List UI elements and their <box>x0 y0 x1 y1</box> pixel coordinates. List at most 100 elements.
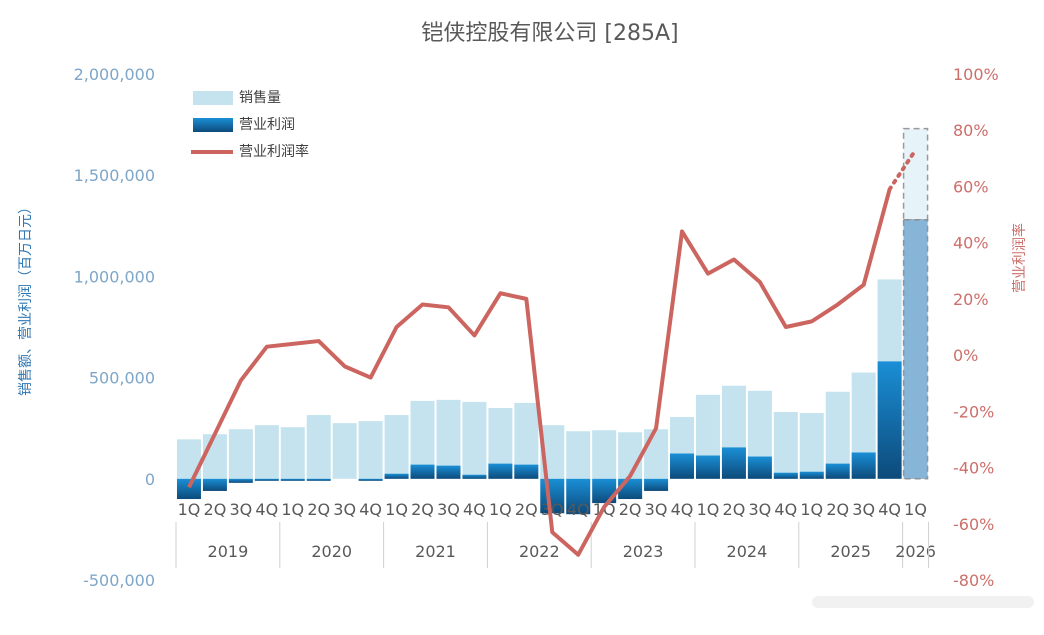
year-tick-label: 2023 <box>623 542 664 561</box>
quarter-tick-label: 4Q <box>671 500 694 519</box>
margin-line-series <box>187 147 918 557</box>
quarter-tick-label: 4Q <box>255 500 278 519</box>
quarter-tick-label: 4Q <box>878 500 901 519</box>
sales-bar <box>306 415 331 479</box>
legend: 销售量 营业利润 营业利润率 <box>191 90 309 160</box>
quarter-tick-label: 2Q <box>307 500 330 519</box>
quarter-tick-label: 4Q <box>567 500 590 519</box>
right-tick-label: 60% <box>953 177 989 196</box>
quarter-tick-label: 4Q <box>463 500 486 519</box>
left-axis: 2,000,000 1,500,000 1,000,000 500,000 0 -500,… <box>74 65 155 590</box>
quarter-tick-label: 3Q <box>333 500 356 519</box>
chart-title: 铠侠控股有限公司 [285A] <box>421 21 678 46</box>
sales-bar <box>462 401 487 479</box>
profit-bar <box>773 472 798 479</box>
margin-line <box>187 188 892 557</box>
right-tick-label: -20% <box>953 402 994 421</box>
profit-bar <box>670 453 695 479</box>
quarter-tick-label: 4Q <box>774 500 797 519</box>
profit-bar <box>566 478 591 515</box>
right-axis-label: 营业利润率 <box>1011 223 1028 293</box>
quarter-tick-label: 2Q <box>619 500 642 519</box>
right-tick-label: 80% <box>953 121 989 140</box>
profit-bar <box>358 478 383 481</box>
profit-bar <box>280 478 305 481</box>
profit-bar <box>176 478 201 500</box>
right-tick-label: 100% <box>953 65 999 84</box>
sales-bar <box>592 430 617 479</box>
sales-bar <box>799 413 824 479</box>
sales-bar <box>384 415 409 479</box>
quarter-tick-label: 1Q <box>385 500 408 519</box>
profit-bar <box>462 474 487 479</box>
year-tick-label: 2021 <box>415 542 456 561</box>
quarter-tick-label: 1Q <box>281 500 304 519</box>
right-tick-label: -80% <box>953 571 994 590</box>
sales-bar <box>358 421 383 479</box>
year-tick-label: 2024 <box>727 542 768 561</box>
quarter-tick-label: 2Q <box>411 500 434 519</box>
margin-forecast-line <box>887 147 918 192</box>
year-tick-label: 2019 <box>208 542 249 561</box>
sales-bar <box>773 412 798 479</box>
quarter-tick-label: 3Q <box>229 500 252 519</box>
profit-bar <box>306 478 331 481</box>
legend-swatch-profit <box>193 118 233 132</box>
year-tick-label: 2026 <box>895 542 936 561</box>
quarter-tick-label: 3Q <box>852 500 875 519</box>
profit-bar <box>254 478 279 481</box>
profit-bar <box>384 473 409 479</box>
right-tick-label: 0% <box>953 346 978 365</box>
quarter-tick-label: 3Q <box>748 500 771 519</box>
profit-bar <box>747 456 772 479</box>
sales-bar <box>566 431 591 479</box>
quarter-tick-label: 1Q <box>697 500 720 519</box>
forecast-sales-bar <box>902 127 929 221</box>
right-tick-label: -40% <box>953 459 994 478</box>
x-axis: 1Q 2Q 3Q 4Q 1Q 2Q 3Q 4Q 1Q 2Q 3Q 4Q 1Q 2Q 3Q 4Q 1Q 2Q 3Q 4Q… <box>175 500 936 568</box>
watermark-bar <box>812 596 1034 608</box>
quarter-tick-label: 2Q <box>826 500 849 519</box>
profit-bar <box>851 452 876 479</box>
left-tick-label: 1,000,000 <box>74 267 155 286</box>
profit-bar <box>436 465 461 479</box>
year-tick-label: 2022 <box>519 542 560 561</box>
quarter-tick-label: 3Q <box>645 500 668 519</box>
quarter-tick-label: 2Q <box>515 500 538 519</box>
quarter-tick-label: 1Q <box>800 500 823 519</box>
left-axis-label: 销售额、营业利润（百万日元） <box>18 200 34 396</box>
left-tick-label: 500,000 <box>89 369 155 388</box>
quarter-tick-label: 1Q <box>904 500 927 519</box>
bar-series <box>176 127 929 515</box>
profit-bar <box>228 478 253 483</box>
quarter-tick-label: 2Q <box>204 500 227 519</box>
sales-bar <box>618 432 643 479</box>
profit-bar <box>488 463 513 479</box>
profit-bar <box>695 455 720 479</box>
profit-bar <box>540 478 565 514</box>
profit-bar <box>202 478 227 491</box>
quarter-tick-label: 2Q <box>723 500 746 519</box>
profit-bar <box>825 463 850 479</box>
quarter-tick-label: 3Q <box>437 500 460 519</box>
profit-bar <box>799 471 824 479</box>
legend-swatch-sales <box>193 91 233 105</box>
forecast-profit-bar <box>902 218 929 480</box>
sales-bar <box>644 429 669 479</box>
profit-bar <box>514 464 539 479</box>
profit-bar <box>410 464 435 479</box>
profit-bar <box>644 478 669 491</box>
quarter-tick-label: 4Q <box>359 500 382 519</box>
right-axis: 100% 80% 60% 40% 20% 0% -20% -40% -60% -80% <box>953 65 999 590</box>
left-tick-label: 2,000,000 <box>74 65 155 84</box>
sales-bar <box>202 434 227 479</box>
legend-label-sales: 销售量 <box>239 90 281 106</box>
profit-bar <box>877 361 902 479</box>
left-tick-label: -500,000 <box>83 571 155 590</box>
legend-label-profit: 营业利润 <box>239 117 295 133</box>
left-tick-label: 1,500,000 <box>74 166 155 185</box>
right-tick-label: -60% <box>953 515 994 534</box>
left-tick-label: 0 <box>145 470 155 489</box>
year-tick-label: 2025 <box>830 542 871 561</box>
